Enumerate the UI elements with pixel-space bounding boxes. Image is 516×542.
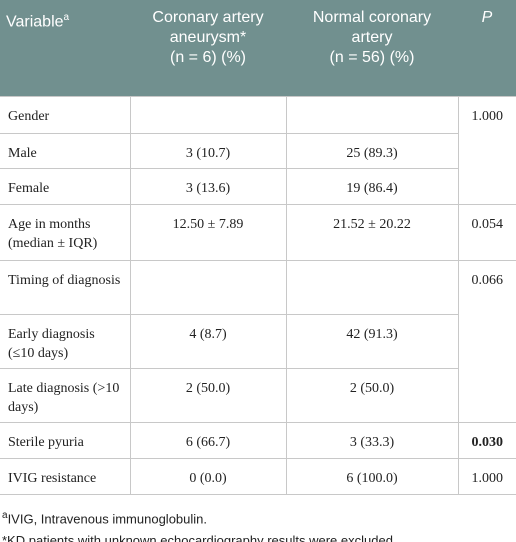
p-value: 0.054: [471, 217, 504, 232]
value-cell: 6 (66.7): [129, 422, 287, 459]
header-text: Variable: [6, 13, 64, 31]
table-body: Gender 1.000 Male 3 (10.7) 25 (89.3) Female 3 …: [0, 96, 516, 495]
table-row: IVIG resistance 0 (0.0) 6 (100.0) 1.000: [0, 458, 516, 495]
table-row: Early diagnosis (≤10 days) 4 (8.7) 42 (91.…: [0, 314, 516, 369]
p-value: 1.000: [471, 471, 504, 486]
value-cell: 25 (89.3): [285, 133, 459, 169]
footnote: aIVIG, Intravenous immunoglobulin.: [2, 505, 514, 530]
header-cell: Normal coronary artery (n = 56) (%): [286, 0, 458, 97]
label-cell: Male: [0, 133, 131, 169]
label-cell: Late diagnosis (>10 days): [0, 368, 131, 423]
header-text: Normal coronary artery: [312, 9, 432, 46]
p-cell: 1.000: [457, 96, 516, 205]
p-cell: 0.030: [457, 422, 516, 459]
label-cell: Female: [0, 168, 131, 205]
table-row: Timing of diagnosis 0.066: [0, 260, 516, 423]
footnote-text: IVIG, Intravenous immunoglobulin.: [7, 511, 207, 527]
label-cell: Gender: [0, 96, 131, 134]
value-cell: 42 (91.3): [285, 314, 459, 369]
p-cell: 0.054: [457, 204, 516, 261]
value-cell: 0 (0.0): [129, 458, 287, 495]
table-row: Late diagnosis (>10 days) 2 (50.0) 2 (50.0…: [0, 368, 516, 423]
footnote-mark: a: [63, 12, 70, 23]
value-cell: 2 (50.0): [285, 368, 459, 423]
p-value: 0.066: [471, 273, 504, 288]
footnote-text: *KD patients with unknown echocardiograp…: [2, 533, 397, 542]
value-cell: 3 (33.3): [285, 422, 459, 459]
p-value: 0.030: [471, 435, 504, 450]
value-cell: 12.50 ± 7.89: [129, 204, 287, 261]
label-cell: Sterile pyuria: [0, 422, 131, 459]
value-cell: [285, 96, 459, 134]
value-cell: 6 (100.0): [285, 458, 459, 495]
data-table: Variablea Coronary artery aneurysm* (n = …: [0, 0, 516, 495]
footnotes: aIVIG, Intravenous immunoglobulin. *KD pa…: [0, 495, 516, 542]
p-cell: 0.066: [457, 260, 516, 423]
value-cell: 19 (86.4): [285, 168, 459, 205]
table-row: Male 3 (10.7) 25 (89.3): [0, 133, 516, 169]
value-cell: [129, 260, 287, 315]
header-row: Variablea Coronary artery aneurysm* (n = …: [0, 0, 516, 97]
value-cell: 3 (13.6): [129, 168, 287, 205]
footnote-mark: a: [2, 510, 8, 521]
table-row: Age in months (median ± IQR) 12.50 ± 7.89…: [0, 204, 516, 261]
header-text: Coronary artery aneurysm*: [152, 9, 264, 46]
table-row: Female 3 (13.6) 19 (86.4): [0, 168, 516, 205]
table-row: Sterile pyuria 6 (66.7) 3 (33.3) 0.030: [0, 422, 516, 459]
value-cell: 4 (8.7): [129, 314, 287, 369]
label-cell: Age in months (median ± IQR): [0, 204, 131, 261]
header-cell: P: [458, 0, 516, 97]
header-cell: Coronary artery aneurysm* (n = 6) (%): [130, 0, 286, 97]
value-cell: [129, 96, 287, 134]
header-text: P: [481, 9, 493, 26]
header-cell: Variablea: [0, 0, 130, 97]
value-cell: 3 (10.7): [129, 133, 287, 169]
label-cell: Timing of diagnosis: [0, 260, 131, 315]
label-cell: Early diagnosis (≤10 days): [0, 314, 131, 369]
value-cell: 21.52 ± 20.22: [285, 204, 459, 261]
value-cell: [285, 260, 459, 315]
footnote: *KD patients with unknown echocardiograp…: [2, 530, 514, 542]
label-cell: IVIG resistance: [0, 458, 131, 495]
header-text: (n = 6) (%): [169, 49, 246, 66]
table-row: Gender 1.000: [0, 96, 516, 205]
p-value: 1.000: [471, 109, 504, 124]
header-text: (n = 56) (%): [329, 49, 415, 66]
p-cell: 1.000: [457, 458, 516, 495]
value-cell: 2 (50.0): [129, 368, 287, 423]
